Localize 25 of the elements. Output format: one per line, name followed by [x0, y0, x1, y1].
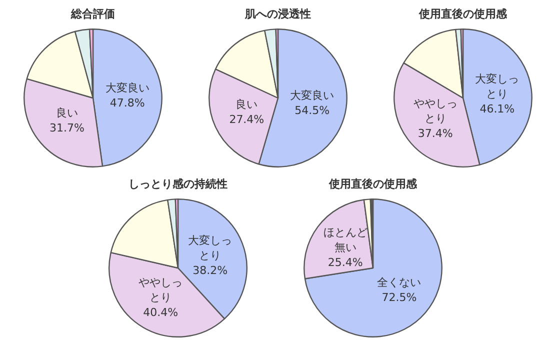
- chart-title: 使用直後の使用感: [418, 8, 508, 20]
- data-label: 38.2%: [192, 264, 228, 278]
- data-label: 54.5%: [294, 104, 330, 117]
- slice-label: ややしっとり: [413, 96, 458, 125]
- slice-label: 良い: [56, 106, 78, 120]
- slice-label: 大変しっとり: [475, 72, 520, 100]
- data-label: 40.4%: [143, 306, 178, 319]
- slice-label: ややしっとり: [138, 276, 183, 304]
- slice-label: 大変良い: [105, 82, 150, 95]
- chart-title: 肌への浸透性: [244, 8, 311, 20]
- data-label: 47.8%: [110, 96, 145, 110]
- slice-label: 良い: [236, 98, 258, 112]
- data-label: 46.1%: [480, 102, 515, 116]
- data-label: 27.4%: [229, 113, 264, 126]
- slice-label: 大変良い: [290, 88, 334, 102]
- slice-label: 大変しっとり: [188, 234, 232, 262]
- chart-title: 総合評価: [70, 8, 115, 20]
- data-label: 37.4%: [418, 126, 453, 140]
- slice-label: 全くない: [377, 276, 422, 290]
- data-label: 31.7%: [49, 121, 84, 134]
- data-label: 25.4%: [328, 256, 363, 270]
- data-label: 72.5%: [382, 291, 417, 304]
- chart-title: しっとり感の持続性: [128, 178, 228, 190]
- chart-title: 使用直後の使用感: [328, 178, 418, 190]
- slice-label: ほとんど無い: [323, 226, 368, 254]
